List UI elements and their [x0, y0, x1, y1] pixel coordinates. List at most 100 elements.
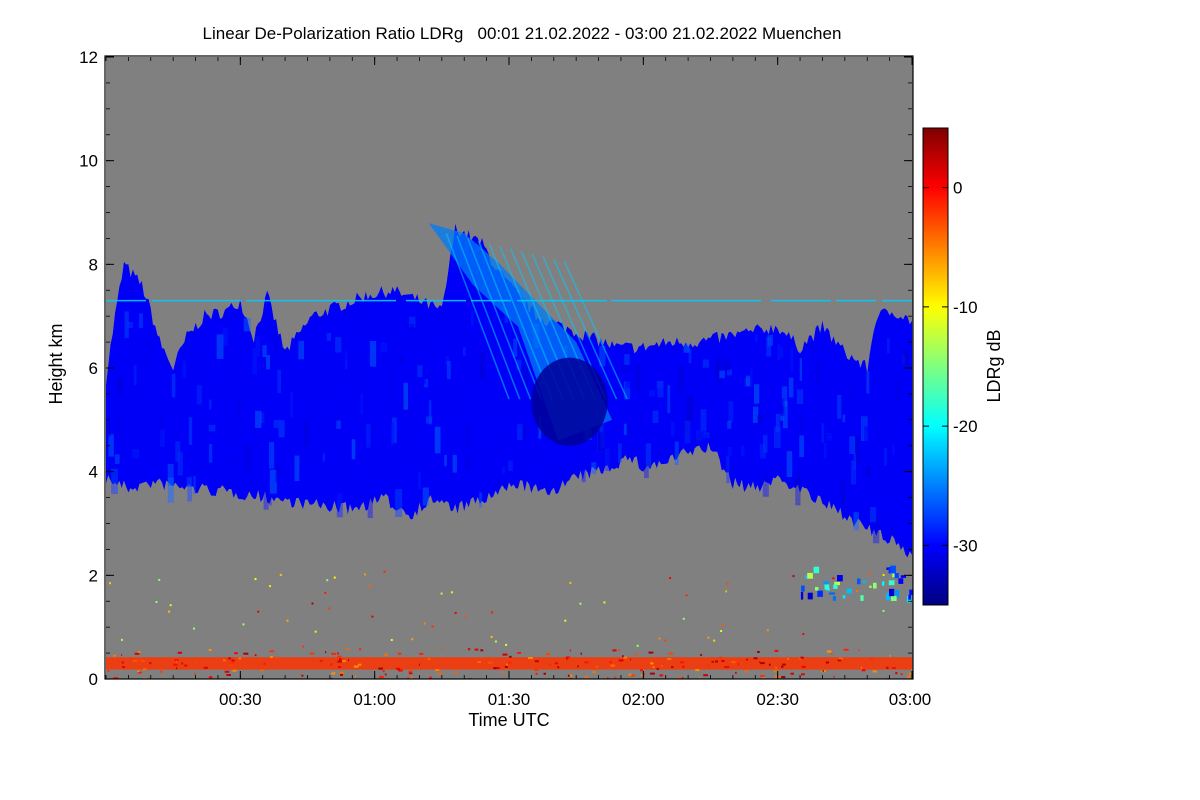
surface-speckle: [379, 675, 384, 678]
cloud-texture: [409, 316, 416, 328]
cloud-texture: [523, 427, 527, 438]
cloud-texture: [775, 414, 780, 432]
speckle: [882, 574, 885, 576]
colorbar-tick-label: -10: [953, 298, 978, 317]
surface-speckle: [331, 652, 336, 655]
cloud-texture: [727, 447, 732, 457]
cloud-texture: [719, 370, 725, 379]
cloud-texture: [294, 455, 300, 481]
cloud-texture: [351, 439, 356, 460]
cloud-texture: [777, 343, 781, 361]
cloud-texture: [269, 469, 277, 494]
surface-speckle: [623, 656, 628, 659]
cloud-texture: [187, 477, 193, 502]
low-cloud-fragment: [817, 590, 823, 597]
surface-speckle: [319, 659, 323, 662]
cloud-texture: [591, 462, 597, 474]
x-tick-label: 02:30: [756, 690, 799, 709]
cloud-texture: [404, 407, 410, 420]
surface-speckle: [671, 666, 674, 669]
cloud-texture: [750, 367, 753, 387]
surface-speckle: [506, 663, 508, 666]
cloud-texture: [623, 381, 631, 400]
cloud-texture: [793, 457, 798, 472]
cloud-texture: [753, 406, 759, 423]
surface-speckle: [612, 649, 617, 652]
surface-speckle: [759, 661, 761, 664]
cloud-texture: [303, 420, 309, 447]
cloud-texture: [740, 438, 745, 457]
surface-speckle: [610, 664, 615, 667]
cloud-texture: [194, 453, 201, 477]
speckle: [423, 622, 426, 625]
cloud-texture: [124, 311, 129, 339]
surface-speckle: [467, 648, 471, 651]
plot-area: [106, 222, 913, 679]
cloud-texture: [395, 489, 403, 518]
cloud-texture: [255, 410, 262, 428]
y-axis-label: Height km: [46, 323, 66, 404]
surface-speckle: [679, 677, 683, 679]
cloud-texture: [770, 334, 773, 346]
cloud-texture: [465, 426, 470, 450]
surface-speckle: [234, 652, 238, 655]
cloud-texture: [208, 424, 216, 432]
cloud-texture: [849, 387, 853, 404]
speckle: [324, 591, 327, 594]
low-cloud-fragment: [837, 575, 843, 582]
speckle: [725, 590, 728, 593]
surface-speckle: [781, 665, 784, 668]
x-tick-label: 00:30: [219, 690, 262, 709]
surface-speckle: [337, 660, 342, 663]
cloud-texture: [106, 422, 111, 437]
cloud-texture: [508, 412, 511, 430]
surface-speckle: [134, 661, 138, 663]
surface-speckle: [301, 674, 304, 677]
cloud-texture: [727, 420, 732, 429]
surface-speckle: [909, 672, 912, 675]
cloud-texture: [269, 442, 275, 469]
surface-speckle: [650, 662, 654, 665]
cloud-texture: [238, 398, 242, 419]
cloud-texture: [193, 476, 196, 495]
surface-speckle: [640, 669, 643, 672]
cloud-texture: [796, 389, 804, 404]
cloud-texture: [480, 352, 485, 379]
surface-speckle: [137, 670, 140, 673]
cloud-texture: [255, 336, 261, 357]
cloud-texture: [108, 434, 114, 457]
surface-speckle: [419, 652, 424, 655]
colorbar-tick-label: 0: [953, 179, 962, 198]
cloud-texture: [644, 459, 649, 479]
cloud-texture: [597, 429, 604, 452]
surface-speckle: [384, 653, 388, 656]
surface-speckle: [507, 661, 512, 664]
surface-speckle: [753, 657, 758, 660]
surface-speckle: [861, 669, 866, 672]
cloud-texture: [887, 338, 890, 354]
cloud-texture: [702, 359, 710, 368]
speckle: [579, 602, 582, 605]
surface-speckle: [607, 677, 609, 679]
cloud-texture: [127, 322, 134, 328]
speckle: [722, 624, 724, 627]
cloud-texture: [278, 420, 285, 438]
surface-speckle: [557, 666, 560, 669]
surface-speckle: [580, 652, 582, 655]
cloud-texture: [277, 369, 282, 394]
surface-speckle: [714, 660, 718, 663]
low-cloud-fragment: [888, 567, 892, 574]
cloud-texture: [620, 364, 628, 373]
surface-speckle: [358, 663, 362, 666]
surface-speckle: [635, 653, 638, 656]
cloud-texture: [242, 451, 250, 479]
cloud-texture: [788, 377, 794, 398]
fall-streak-line: [563, 261, 628, 400]
fall-streak-line: [467, 238, 532, 400]
surface-speckle: [113, 654, 116, 657]
cloud-texture: [623, 423, 627, 435]
cloud-texture: [171, 373, 176, 398]
cloud-texture: [766, 336, 772, 357]
speckle: [603, 601, 606, 604]
speckle: [168, 610, 171, 613]
